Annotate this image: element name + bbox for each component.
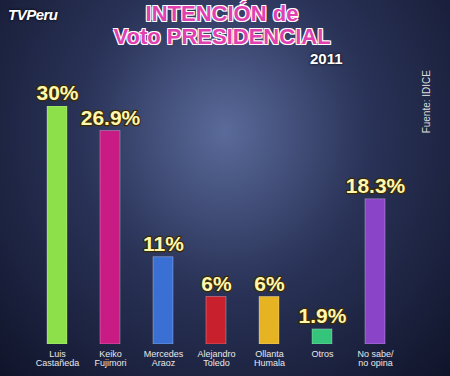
html-text:Fuente: IDICE: Fuente: IDICE	[421, 70, 432, 134]
svg-text:1.9%: 1.9%	[299, 304, 347, 327]
svg-text:30%: 30%	[36, 81, 78, 104]
html-text:INTENCIÓN de: INTENCIÓN de	[145, 1, 299, 26]
svg-text:Otros: Otros	[311, 349, 334, 359]
svg-text:OllantaHumala: OllantaHumala	[254, 349, 285, 368]
svg-text:KeikoFujimori: KeikoFujimori	[94, 349, 126, 368]
svg-text:26.9%: 26.9%	[81, 106, 141, 129]
svg-text:MercedesAraoz: MercedesAraoz	[144, 349, 184, 368]
svg-text:11%: 11%	[143, 232, 184, 255]
html-text:2011: 2011	[310, 50, 343, 67]
svg-text:6%: 6%	[201, 272, 232, 295]
svg-text:LuisCastañeda: LuisCastañeda	[36, 349, 80, 368]
svg-text:AlejandroToledo: AlejandroToledo	[197, 349, 235, 368]
html-text:TVPeru: TVPeru	[8, 6, 58, 23]
svg-text:6%: 6%	[254, 272, 285, 295]
svg-text:18.3%: 18.3%	[346, 174, 406, 197]
svg-text:No sabe/no opina: No sabe/no opina	[357, 349, 394, 368]
html-text:Voto PRESIDENCIAL: Voto PRESIDENCIAL	[113, 24, 331, 49]
